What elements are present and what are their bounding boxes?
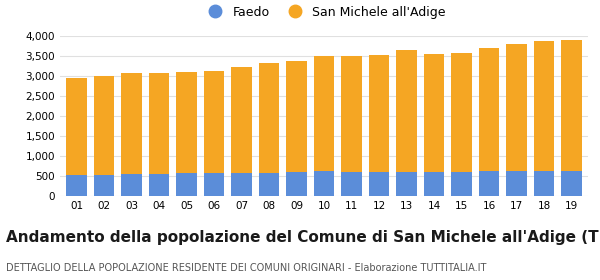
- Bar: [341, 172, 362, 196]
- Bar: [451, 53, 472, 172]
- Bar: [149, 174, 169, 196]
- Bar: [506, 45, 527, 171]
- Bar: [396, 50, 417, 172]
- Bar: [231, 173, 252, 196]
- Bar: [121, 174, 142, 196]
- Bar: [341, 55, 362, 172]
- Bar: [533, 41, 554, 171]
- Bar: [368, 172, 389, 196]
- Bar: [94, 76, 115, 175]
- Legend: Faedo, San Michele all'Adige: Faedo, San Michele all'Adige: [197, 1, 451, 24]
- Bar: [176, 72, 197, 173]
- Bar: [424, 53, 445, 172]
- Bar: [314, 171, 334, 196]
- Text: DETTAGLIO DELLA POPOLAZIONE RESIDENTE DEI COMUNI ORIGINARI - Elaborazione TUTTIT: DETTAGLIO DELLA POPOLAZIONE RESIDENTE DE…: [6, 263, 487, 273]
- Bar: [314, 56, 334, 171]
- Bar: [94, 175, 115, 196]
- Bar: [368, 55, 389, 172]
- Bar: [121, 73, 142, 174]
- Bar: [506, 171, 527, 196]
- Bar: [451, 172, 472, 196]
- Bar: [149, 73, 169, 174]
- Bar: [479, 48, 499, 171]
- Bar: [231, 67, 252, 173]
- Bar: [424, 172, 445, 196]
- Bar: [66, 78, 87, 175]
- Bar: [259, 63, 280, 173]
- Bar: [176, 173, 197, 196]
- Bar: [561, 40, 582, 171]
- Bar: [259, 173, 280, 196]
- Bar: [479, 171, 499, 196]
- Bar: [203, 71, 224, 173]
- Bar: [66, 175, 87, 196]
- Bar: [561, 171, 582, 196]
- Bar: [286, 61, 307, 172]
- Bar: [286, 172, 307, 196]
- Bar: [203, 173, 224, 196]
- Bar: [396, 172, 417, 196]
- Text: Andamento della popolazione del Comune di San Michele all'Adige (TN): Andamento della popolazione del Comune d…: [6, 230, 600, 245]
- Bar: [533, 171, 554, 196]
